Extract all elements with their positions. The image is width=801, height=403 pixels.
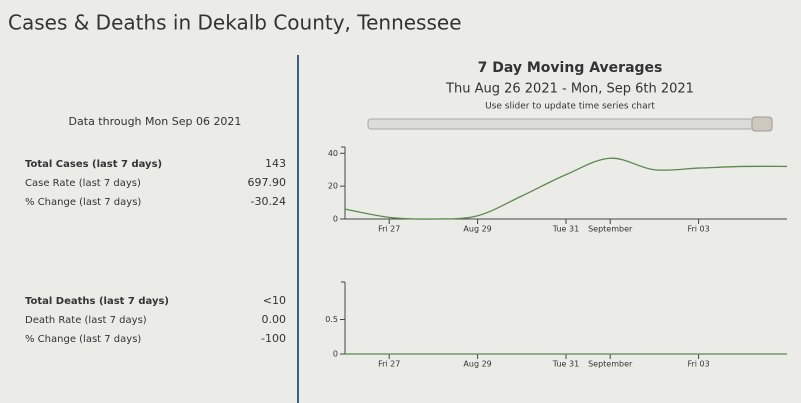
slider-hint: Use slider to update time series chart — [485, 102, 655, 112]
slider-handle[interactable] — [751, 116, 773, 132]
page-title: Cases & Deaths in Dekalb County, Tenness… — [8, 11, 462, 35]
stat-label: Death Rate (last 7 days) — [25, 315, 147, 326]
y-tick-label: 0.5 — [325, 315, 338, 324]
stat-label: % Change (last 7 days) — [25, 334, 141, 345]
stat-value: <10 — [263, 294, 286, 307]
x-tick-label: Aug 29 — [463, 225, 491, 234]
x-tick-label: Fri 03 — [687, 225, 709, 234]
x-tick-label: Aug 29 — [463, 360, 491, 369]
x-tick-label: Fri 03 — [687, 360, 709, 369]
data-through: Data through Mon Sep 06 2021 — [69, 115, 242, 128]
stat-label: % Change (last 7 days) — [25, 197, 141, 208]
stat-value: -100 — [261, 332, 286, 345]
y-tick-label: 40 — [328, 149, 338, 158]
panel-subtitle: Thu Aug 26 2021 - Mon, Sep 6th 2021 — [445, 82, 694, 97]
stat-value: 697.90 — [248, 176, 287, 189]
y-tick-label: 20 — [328, 182, 338, 191]
stat-value: -30.24 — [251, 195, 286, 208]
series-line — [344, 157, 788, 220]
slider-track[interactable] — [367, 118, 773, 130]
stat-label: Total Deaths (last 7 days) — [25, 296, 169, 307]
x-tick-label: Fri 27 — [378, 360, 400, 369]
stat-label: Total Cases (last 7 days) — [25, 159, 162, 170]
panel-title: 7 Day Moving Averages — [478, 60, 663, 76]
stat-value: 143 — [265, 157, 286, 170]
x-tick-label: Tue 31 — [552, 360, 579, 369]
x-tick-label: Tue 31 — [552, 225, 579, 234]
x-tick-label: September — [588, 225, 633, 234]
x-tick-label: Fri 27 — [378, 225, 400, 234]
y-tick-label: 0 — [333, 350, 338, 359]
stat-value: 0.00 — [262, 313, 287, 326]
x-tick-label: September — [588, 360, 633, 369]
stat-label: Case Rate (last 7 days) — [25, 178, 141, 189]
y-tick-label: 0 — [333, 215, 338, 224]
